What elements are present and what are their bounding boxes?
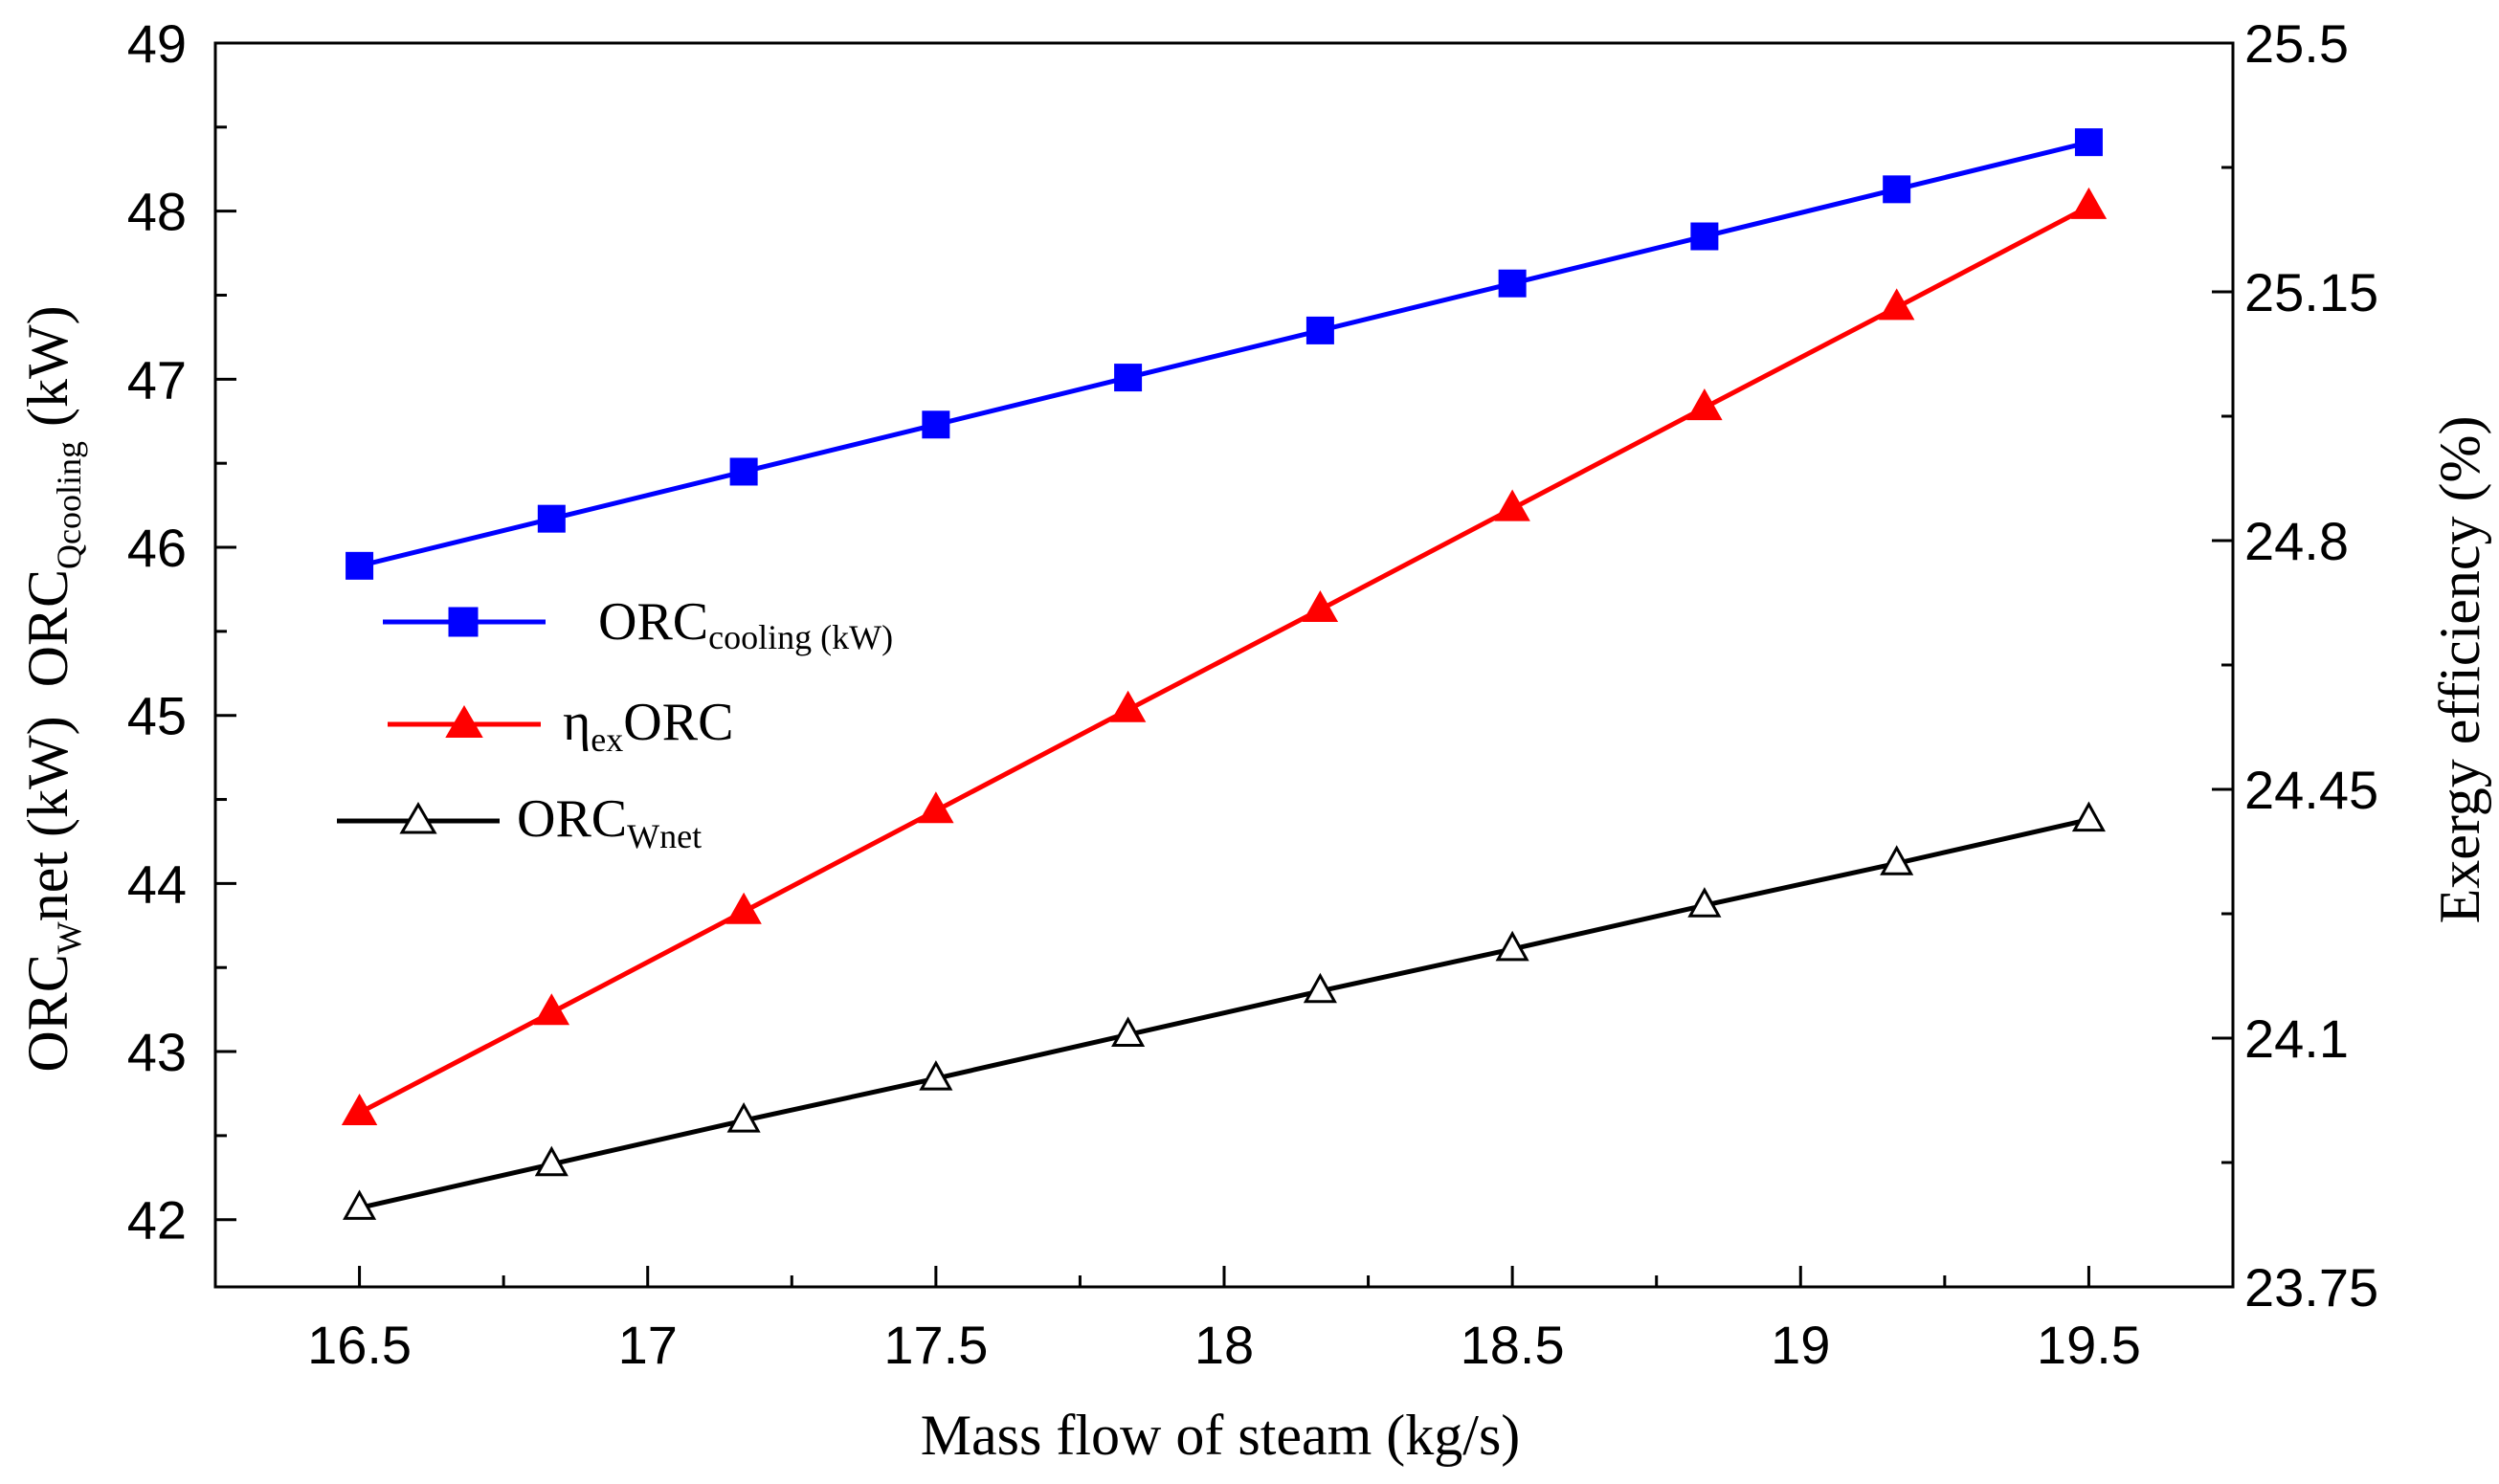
- legend-sub-wnet: Wnet: [627, 817, 702, 855]
- x-axis-title: Mass flow of steam (kg/s): [921, 1404, 1521, 1467]
- legend-tail-exergy: ORC: [623, 693, 733, 752]
- point-wnet: [919, 1060, 953, 1091]
- y-left-tick-label: 48: [127, 182, 187, 242]
- x-tick-label: 19: [1771, 1315, 1830, 1375]
- point-wnet: [1495, 930, 1529, 962]
- point-cooling: [346, 551, 374, 580]
- y-axis-left-title: ORCWnet (kW)ORCQcooling (kW): [16, 305, 88, 1072]
- y-right-tick-label: 25.5: [2244, 13, 2349, 74]
- point-wnet: [343, 1189, 377, 1220]
- legend-sub-exergy: ex: [591, 720, 623, 759]
- point-exergy: [1686, 388, 1723, 421]
- series-line-cooling: [358, 140, 2090, 568]
- point-wnet: [1111, 1016, 1146, 1047]
- y-right-tick-label: 24.1: [2244, 1008, 2349, 1069]
- y-right-tick-label: 24.45: [2244, 760, 2378, 820]
- point-cooling: [1883, 175, 1911, 204]
- legend-sub-cooling: cooling (kW): [708, 618, 893, 656]
- point-exergy: [2070, 187, 2108, 219]
- point-exergy: [725, 892, 762, 924]
- point-cooling: [1114, 364, 1143, 392]
- y-left-tick-label: 45: [127, 686, 187, 746]
- x-tick-label: 16.5: [307, 1315, 412, 1375]
- series-line-exergy: [358, 204, 2090, 1116]
- x-tick-label: 17.5: [883, 1315, 988, 1375]
- svg-text:ηexORC: ηexORC: [563, 693, 733, 759]
- legend-label-wnet: ORC: [517, 789, 627, 849]
- y-left-tick-label: 46: [127, 518, 187, 578]
- point-exergy: [341, 1093, 378, 1125]
- point-cooling: [1305, 316, 1334, 344]
- x-tick-label: 18: [1194, 1315, 1254, 1375]
- y-left-tick-label: 49: [127, 13, 187, 74]
- point-exergy: [1109, 690, 1147, 722]
- tick-labels: 16.5 17 17.5 18 18.5 19 19.5 42 43 44 45 46 47 48 49 23…: [127, 13, 2378, 1375]
- y-axis-right-title: Exergy efficiency (%): [2428, 416, 2491, 924]
- y-left-tick-label: 47: [127, 349, 187, 410]
- legend-item-exergy: ηexORC: [388, 693, 733, 759]
- point-exergy: [1878, 288, 1915, 321]
- point-exergy: [918, 791, 954, 824]
- x-tick-label: 19.5: [2037, 1315, 2141, 1375]
- point-exergy: [533, 993, 570, 1026]
- legend-label-cooling: ORC: [598, 592, 708, 652]
- point-cooling: [537, 504, 566, 533]
- legend-label-exergy: η: [563, 693, 591, 752]
- point-wnet: [726, 1101, 761, 1133]
- point-exergy: [1494, 489, 1530, 521]
- point-wnet: [534, 1145, 569, 1177]
- legend-item-wnet: ORCWnet: [337, 789, 702, 855]
- point-wnet: [1687, 887, 1722, 918]
- point-cooling: [1690, 222, 1719, 251]
- point-wnet: [1303, 972, 1337, 1004]
- x-tick-label: 18.5: [1461, 1315, 1565, 1375]
- y-left-tick-label: 42: [127, 1190, 187, 1251]
- y-right-tick-label: 23.75: [2244, 1257, 2378, 1318]
- point-cooling: [2074, 128, 2103, 157]
- plot-series: [341, 128, 2108, 1220]
- series-line-wnet: [359, 817, 2089, 1210]
- legend: ORCcooling (kW) ηexORC ORCWnet: [337, 592, 893, 855]
- point-wnet: [2071, 801, 2106, 832]
- point-cooling: [922, 410, 950, 439]
- y-left-tick-label: 43: [127, 1022, 187, 1082]
- y-left-tick-label: 44: [127, 853, 187, 914]
- point-cooling: [1498, 269, 1527, 298]
- svg-text:ORCcooling (kW): ORCcooling (kW): [598, 592, 893, 656]
- point-wnet: [1880, 845, 1914, 875]
- x-tick-label: 17: [618, 1315, 678, 1375]
- y-right-tick-label: 24.8: [2244, 511, 2349, 571]
- plot-frame: [213, 41, 2235, 1289]
- point-exergy: [1302, 590, 1339, 623]
- y-right-tick-label: 25.15: [2244, 262, 2378, 322]
- legend-item-cooling: ORCcooling (kW): [383, 592, 893, 656]
- svg-text:ORCWnet: ORCWnet: [517, 789, 702, 855]
- point-cooling: [729, 457, 758, 486]
